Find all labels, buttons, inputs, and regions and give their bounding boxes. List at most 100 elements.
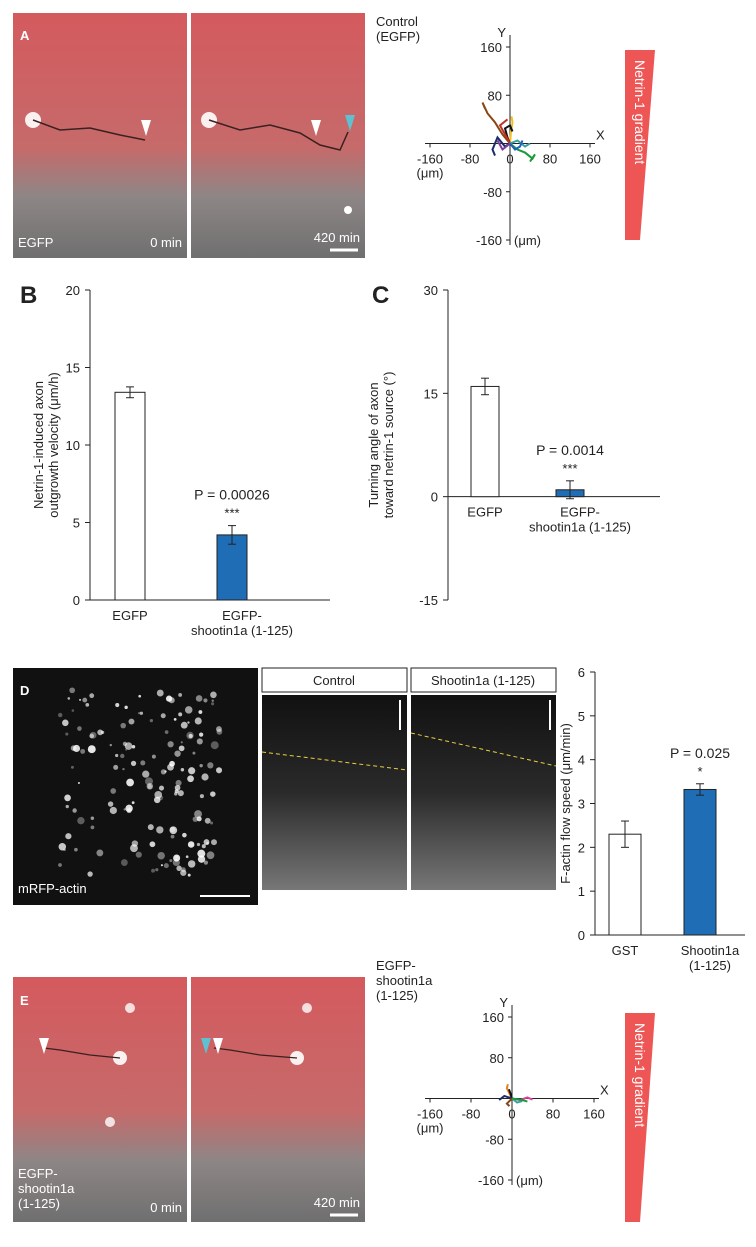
speckle [70, 765, 74, 769]
speckle [74, 847, 78, 852]
x-tick-label: EGFP [112, 608, 147, 623]
x-unit: (μm) [417, 1121, 444, 1136]
axon [213, 1047, 298, 1059]
speckle [90, 816, 95, 820]
speckle [131, 801, 135, 805]
speckle [204, 817, 211, 824]
speckle [110, 788, 117, 794]
track [505, 1097, 513, 1107]
y-tick-label: 15 [66, 361, 80, 376]
speckle [211, 702, 215, 706]
speckle [206, 851, 215, 860]
speckle [65, 732, 69, 736]
speckle [89, 733, 95, 739]
speckle [120, 859, 128, 866]
speckle [126, 778, 134, 787]
y-tick-label: -15 [419, 593, 438, 608]
speckle [192, 751, 196, 755]
speckle [187, 860, 196, 868]
speckle [58, 712, 63, 718]
speckle [188, 767, 196, 775]
x-tick-label: GST [612, 943, 639, 958]
speckle [172, 858, 180, 867]
speckle [197, 849, 206, 858]
speckle [125, 804, 133, 813]
speckle [196, 842, 201, 847]
speckle [71, 709, 75, 712]
arrowhead [345, 115, 355, 131]
speckle [157, 851, 165, 860]
x-tick-label: 80 [543, 152, 557, 167]
speckle [89, 693, 95, 699]
speckle [123, 808, 126, 811]
micrograph [13, 977, 187, 1222]
track [496, 140, 511, 152]
speckle [187, 721, 190, 724]
speckle [131, 745, 136, 749]
speckle [64, 794, 71, 802]
speckle [178, 745, 185, 752]
speckle [156, 689, 164, 697]
track [498, 118, 511, 144]
speckle [58, 863, 62, 867]
panel-label: E [20, 993, 29, 1008]
speckle [201, 773, 209, 781]
chart-title: Control (EGFP) [376, 14, 420, 44]
speckle [196, 816, 202, 822]
x-tick-label: EGFP-shootin1a (1-125) [191, 608, 293, 638]
gradient-label: Netrin-1 gradient [632, 1023, 648, 1127]
speckle [124, 705, 128, 710]
speckle [160, 713, 166, 719]
speckle [187, 873, 191, 877]
speckle [113, 764, 119, 770]
cell-body [344, 206, 352, 214]
y-unit: (μm) [516, 1173, 543, 1188]
speckle [85, 703, 90, 707]
speckle [144, 777, 153, 786]
micrograph-group: EGFP-shootin1a (1-125) 0 min 420 min [13, 977, 365, 1222]
speckle [195, 695, 203, 702]
y-tick-label: -160 [478, 1173, 504, 1188]
flow-line [410, 732, 557, 767]
micrograph [191, 13, 365, 258]
panel-label: B [20, 282, 37, 309]
speckle [203, 698, 208, 703]
x-axis-label: X [596, 128, 605, 143]
track [498, 1094, 513, 1101]
micrograph-group: mRFP-actin Control Shootin1a (1-125) [13, 667, 557, 905]
speckle [70, 745, 77, 751]
time-label: 420 min [314, 1195, 360, 1210]
y-tick-label: 3 [578, 797, 585, 812]
speckle [210, 821, 214, 825]
speckle [216, 767, 223, 774]
speckle [72, 808, 77, 813]
kymo-header [410, 667, 557, 693]
speckle [169, 760, 175, 767]
y-tick-label: 5 [578, 709, 585, 724]
x-tick-label: 160 [579, 152, 601, 167]
speckle [62, 719, 69, 727]
time-label: 420 min [314, 230, 360, 245]
speckle [176, 865, 182, 871]
speckle [130, 844, 138, 853]
speckle [194, 717, 202, 725]
gradient-wedge [625, 50, 655, 240]
speckle [201, 844, 206, 849]
kymo-title: Shootin1a (1-125) [431, 673, 535, 688]
speckle [151, 754, 156, 759]
speckle [203, 860, 209, 865]
x-tick-label: EGFP [467, 505, 502, 520]
y-tick-label: 160 [480, 40, 502, 55]
speckle [122, 767, 125, 771]
speckle [210, 791, 216, 797]
y-tick-label: 80 [488, 88, 502, 103]
speckle [160, 769, 167, 775]
speckle [146, 783, 154, 790]
speckle [174, 792, 178, 796]
speckle [177, 790, 184, 797]
arrowhead [201, 1038, 211, 1054]
speckle [182, 832, 187, 838]
speckle [207, 762, 214, 769]
track [509, 140, 524, 151]
